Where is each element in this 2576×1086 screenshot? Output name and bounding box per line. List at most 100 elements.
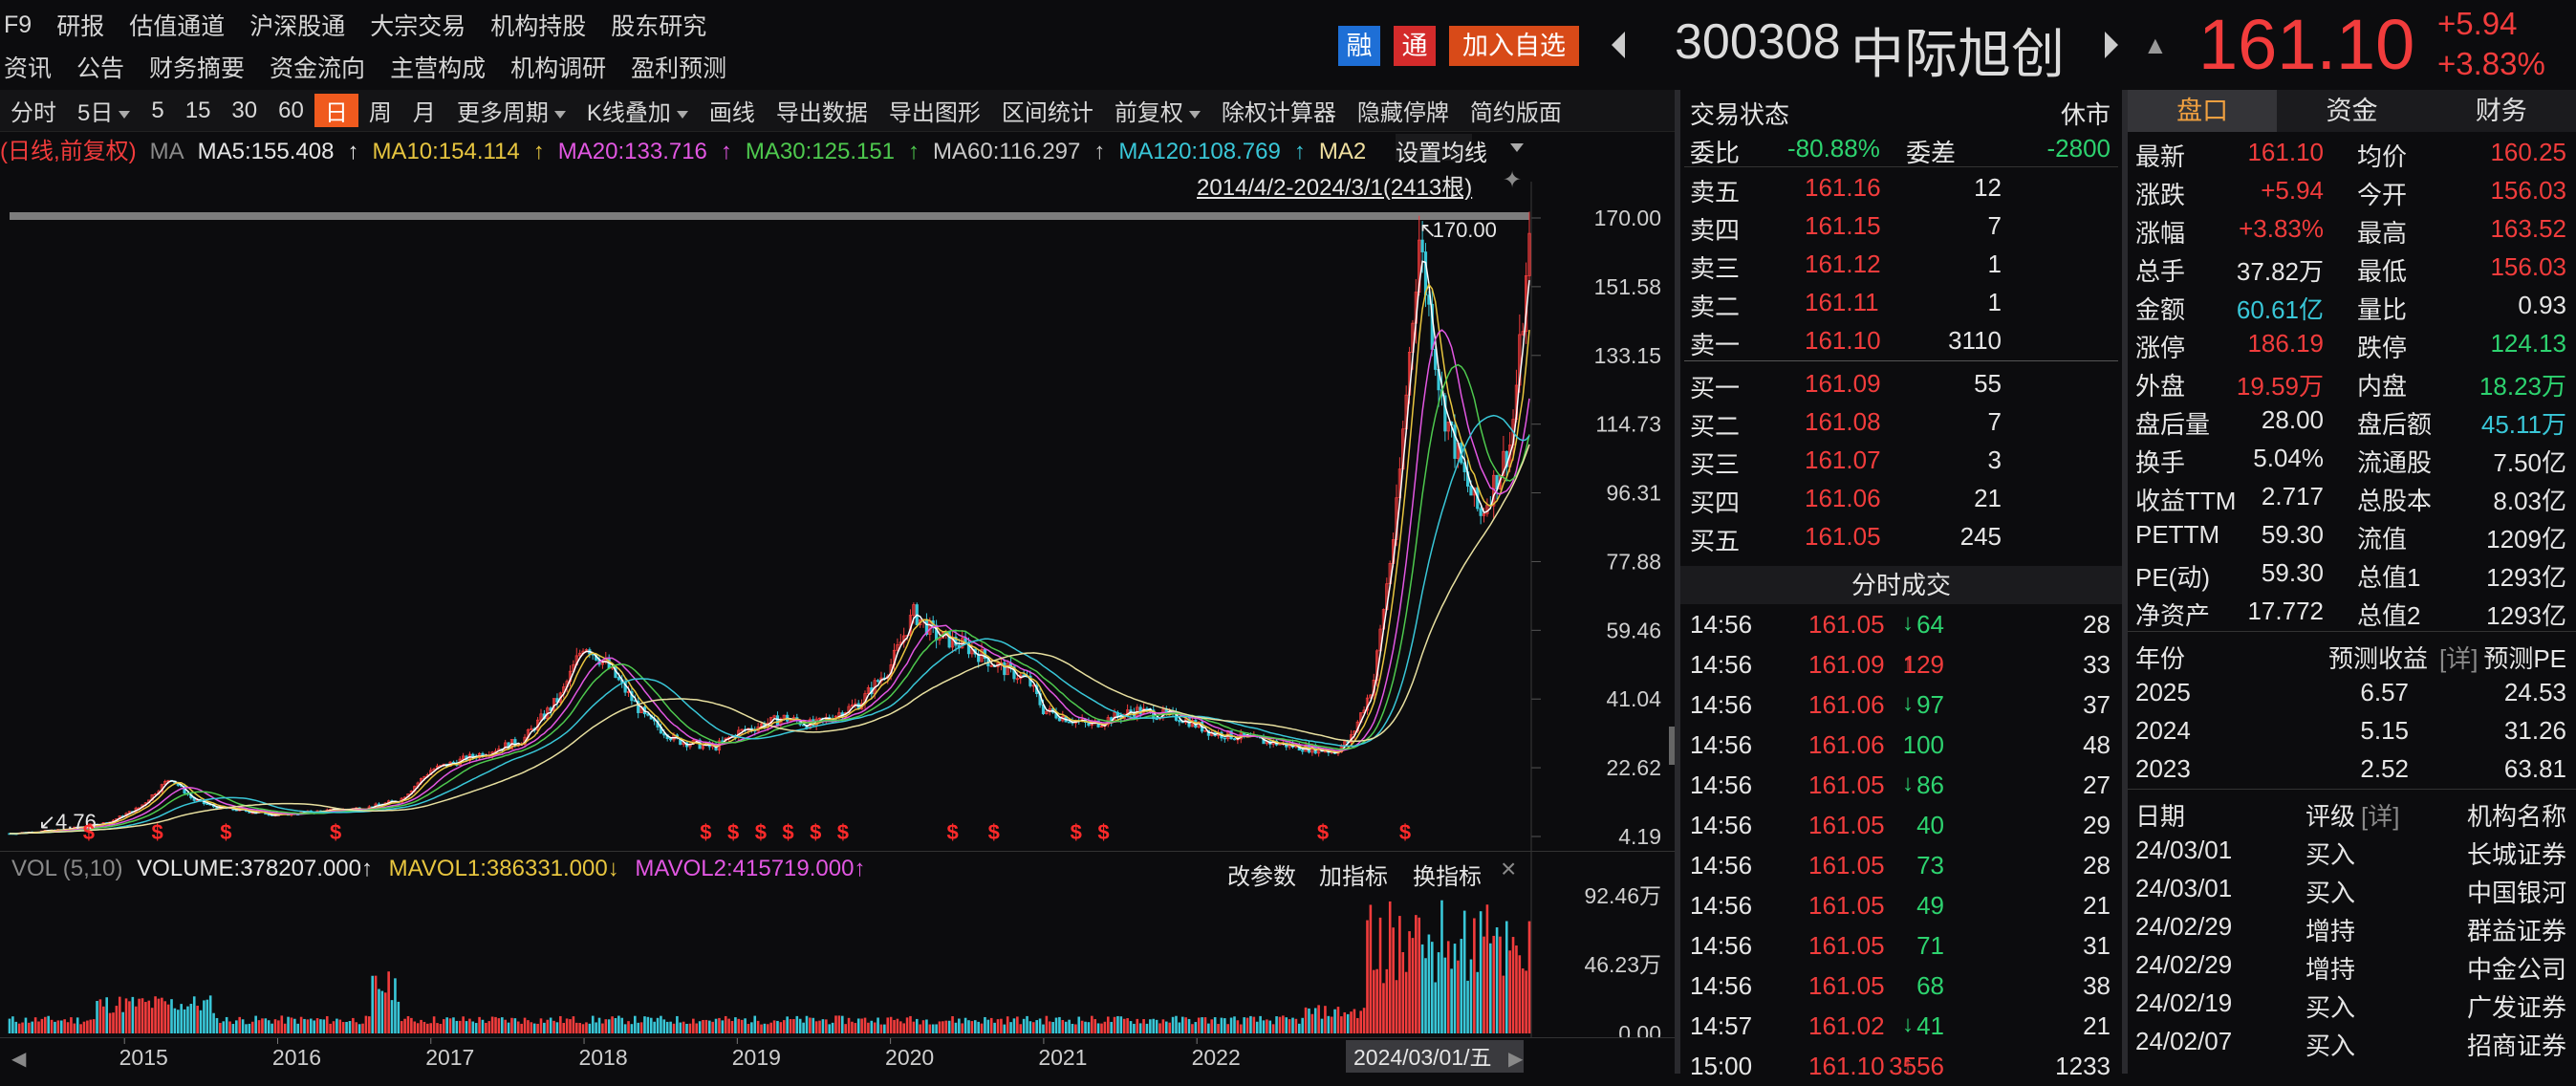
- dividend-marker-icon[interactable]: $: [1097, 820, 1109, 844]
- nav-item-row2-2[interactable]: 财务摘要: [149, 55, 246, 82]
- rong-button[interactable]: 融: [1338, 26, 1380, 66]
- nav-item-row1-6[interactable]: 股东研究: [611, 13, 707, 40]
- candlestick-panel[interactable]: 170.00 151.58 133.15 114.73 96.31 77.88 59.46 4…: [0, 163, 1675, 851]
- dividend-marker-icon[interactable]: $: [988, 820, 1000, 844]
- sell-level-3[interactable]: 卖二 161.11 1: [1680, 282, 2122, 321]
- nav-item-row2-1[interactable]: 公告: [76, 55, 125, 82]
- event-marker-strip[interactable]: [10, 212, 1529, 220]
- rating-row[interactable]: 24/02/29 增持 中金公司: [2128, 945, 2576, 984]
- nav-item-row2-4[interactable]: 主营构成: [390, 55, 487, 82]
- dividend-marker-icon[interactable]: $: [782, 820, 793, 844]
- next-stock-icon[interactable]: [2105, 32, 2118, 58]
- dividend-marker-icon[interactable]: $: [330, 820, 341, 844]
- dividend-marker-icon[interactable]: $: [1399, 820, 1411, 844]
- toolbar-item-3[interactable]: 15: [184, 97, 211, 123]
- nav-item-row1-3[interactable]: 沪深股通: [249, 13, 346, 40]
- forecast-detail-link[interactable]: [详]: [2439, 644, 2479, 673]
- sell-level-2[interactable]: 卖三 161.12 1: [1680, 244, 2122, 283]
- nav-item-row1-1[interactable]: 研报: [56, 13, 105, 40]
- toolbar-item-8[interactable]: 月: [412, 100, 436, 126]
- scroll-right-icon[interactable]: ▶: [1508, 1049, 1524, 1070]
- tong-button[interactable]: 通: [1394, 26, 1436, 66]
- quote-tab-0[interactable]: 盘口: [2128, 90, 2278, 132]
- volume-bar: [1489, 943, 1492, 1033]
- rating-row[interactable]: 24/02/19 买入 广发证券: [2128, 983, 2576, 1022]
- volume-chart[interactable]: 92.46万 46.23万 0.00: [0, 852, 1675, 1046]
- quote-tab-2[interactable]: 财务: [2426, 90, 2576, 132]
- set-ma-dropdown-icon[interactable]: [1510, 143, 1524, 152]
- dividend-marker-icon[interactable]: $: [152, 820, 163, 844]
- buy-level-3[interactable]: 买四 161.06 21: [1680, 478, 2122, 517]
- buy-level-2[interactable]: 买三 161.07 3: [1680, 440, 2122, 479]
- sell-level-0[interactable]: 卖五 161.16 12: [1680, 167, 2122, 206]
- add-indicator-button[interactable]: 加指标: [1319, 864, 1388, 890]
- dividend-marker-icon[interactable]: $: [837, 820, 849, 844]
- dividend-marker-icon[interactable]: $: [947, 820, 959, 844]
- sell-level-4[interactable]: 卖一 161.10 3110: [1680, 320, 2122, 359]
- set-ma-button[interactable]: 设置均线: [1396, 141, 1487, 166]
- volume-bar: [1087, 1022, 1091, 1033]
- panel-divider[interactable]: [1675, 90, 1680, 1074]
- prev-stock-icon[interactable]: [1612, 32, 1625, 58]
- date-range[interactable]: 2014/4/2-2024/3/1(2413根): [1197, 175, 1473, 201]
- nav-item-row2-3[interactable]: 资金流向: [270, 55, 366, 82]
- pin-icon[interactable]: ✦: [1503, 167, 1523, 193]
- close-icon[interactable]: ×: [1501, 854, 1517, 883]
- toolbar-item-13[interactable]: 导出图形: [888, 100, 981, 126]
- toolbar-item-4[interactable]: 30: [231, 97, 258, 123]
- toolbar-item-2[interactable]: 5: [151, 97, 164, 123]
- rating-org: 招商证券: [2466, 1032, 2566, 1060]
- rating-detail-link[interactable]: [详]: [2361, 802, 2400, 831]
- add-watchlist-button[interactable]: 加入自选: [1449, 26, 1579, 66]
- dividend-marker-icon[interactable]: $: [727, 820, 739, 844]
- tick-trades-list[interactable]: 14:56 161.05 ↓ 64 28 14:56 161.09 ↑ 129 33 14:56 16…: [1680, 604, 2122, 1086]
- dividend-marker-icon[interactable]: $: [1071, 820, 1082, 844]
- dividend-marker-icon[interactable]: $: [220, 820, 231, 844]
- quote-tab-1[interactable]: 资金: [2277, 90, 2427, 132]
- panel-divider-2[interactable]: [2122, 90, 2128, 1074]
- buy-level-0[interactable]: 买一 161.09 55: [1680, 363, 2122, 402]
- dividend-marker-icon[interactable]: $: [810, 820, 821, 844]
- toolbar-item-6[interactable]: 日: [314, 94, 358, 127]
- nav-item-row2-0[interactable]: 资讯: [4, 55, 53, 82]
- bell-icon[interactable]: ▲: [2143, 31, 2168, 59]
- buy-level-4[interactable]: 买五 161.05 245: [1680, 516, 2122, 555]
- toolbar-item-9[interactable]: 更多周期: [446, 94, 576, 127]
- toolbar-item-17[interactable]: 隐藏停牌: [1356, 100, 1449, 126]
- toolbar-item-5[interactable]: 60: [278, 97, 304, 123]
- nav-item-row1-0[interactable]: F9: [4, 11, 32, 38]
- toolbar-item-15[interactable]: 前复权: [1104, 94, 1211, 127]
- toolbar-item-11[interactable]: 画线: [708, 100, 755, 126]
- toolbar-item-16[interactable]: 除权计算器: [1221, 100, 1336, 126]
- rating-row[interactable]: 24/03/01 买入 长城证券: [2128, 830, 2576, 869]
- dividend-marker-icon[interactable]: $: [83, 820, 95, 844]
- volume-panel[interactable]: VOL (5,10) VOLUME:378207.000↑ MAVOL1:386…: [0, 851, 1675, 1046]
- toolbar-item-18[interactable]: 简约版面: [1469, 100, 1562, 126]
- ma-label[interactable]: MA: [149, 139, 184, 164]
- resize-handle[interactable]: [1669, 727, 1675, 765]
- change-params-button[interactable]: 改参数: [1227, 864, 1296, 890]
- nav-item-row1-2[interactable]: 估值通道: [129, 13, 226, 40]
- toolbar-item-0[interactable]: 分时: [11, 100, 56, 126]
- nav-item-row2-5[interactable]: 机构调研: [510, 55, 607, 82]
- nav-item-row1-4[interactable]: 大宗交易: [370, 13, 466, 40]
- dividend-marker-icon[interactable]: $: [700, 820, 711, 844]
- toolbar-item-14[interactable]: 区间统计: [1001, 100, 1093, 126]
- nav-item-row1-5[interactable]: 机构持股: [490, 13, 587, 40]
- sell-level-1[interactable]: 卖四 161.15 7: [1680, 206, 2122, 245]
- toolbar-item-12[interactable]: 导出数据: [775, 100, 868, 126]
- rating-row[interactable]: 24/02/29 增持 群益证券: [2128, 906, 2576, 945]
- toolbar-item-1[interactable]: 5日: [67, 94, 141, 127]
- candlestick-chart[interactable]: 170.00 151.58 133.15 114.73 96.31 77.88 59.46 4…: [0, 163, 1675, 851]
- toolbar-item-7[interactable]: 周: [368, 100, 392, 126]
- rating-row[interactable]: 24/02/07 买入 招商证券: [2128, 1021, 2576, 1060]
- dividend-marker-icon[interactable]: $: [1317, 820, 1329, 844]
- toolbar-item-10[interactable]: K线叠加: [576, 94, 699, 127]
- buy-level-1[interactable]: 买二 161.08 7: [1680, 402, 2122, 441]
- tick-trades-title[interactable]: 分时成交: [1680, 566, 2122, 604]
- rating-row[interactable]: 24/03/01 买入 中国银河: [2128, 868, 2576, 907]
- nav-item-row2-6[interactable]: 盈利预测: [631, 55, 727, 82]
- dividend-marker-icon[interactable]: $: [755, 820, 767, 844]
- switch-indicator-button[interactable]: 换指标: [1413, 864, 1482, 890]
- scroll-left-icon[interactable]: ◀: [11, 1049, 27, 1070]
